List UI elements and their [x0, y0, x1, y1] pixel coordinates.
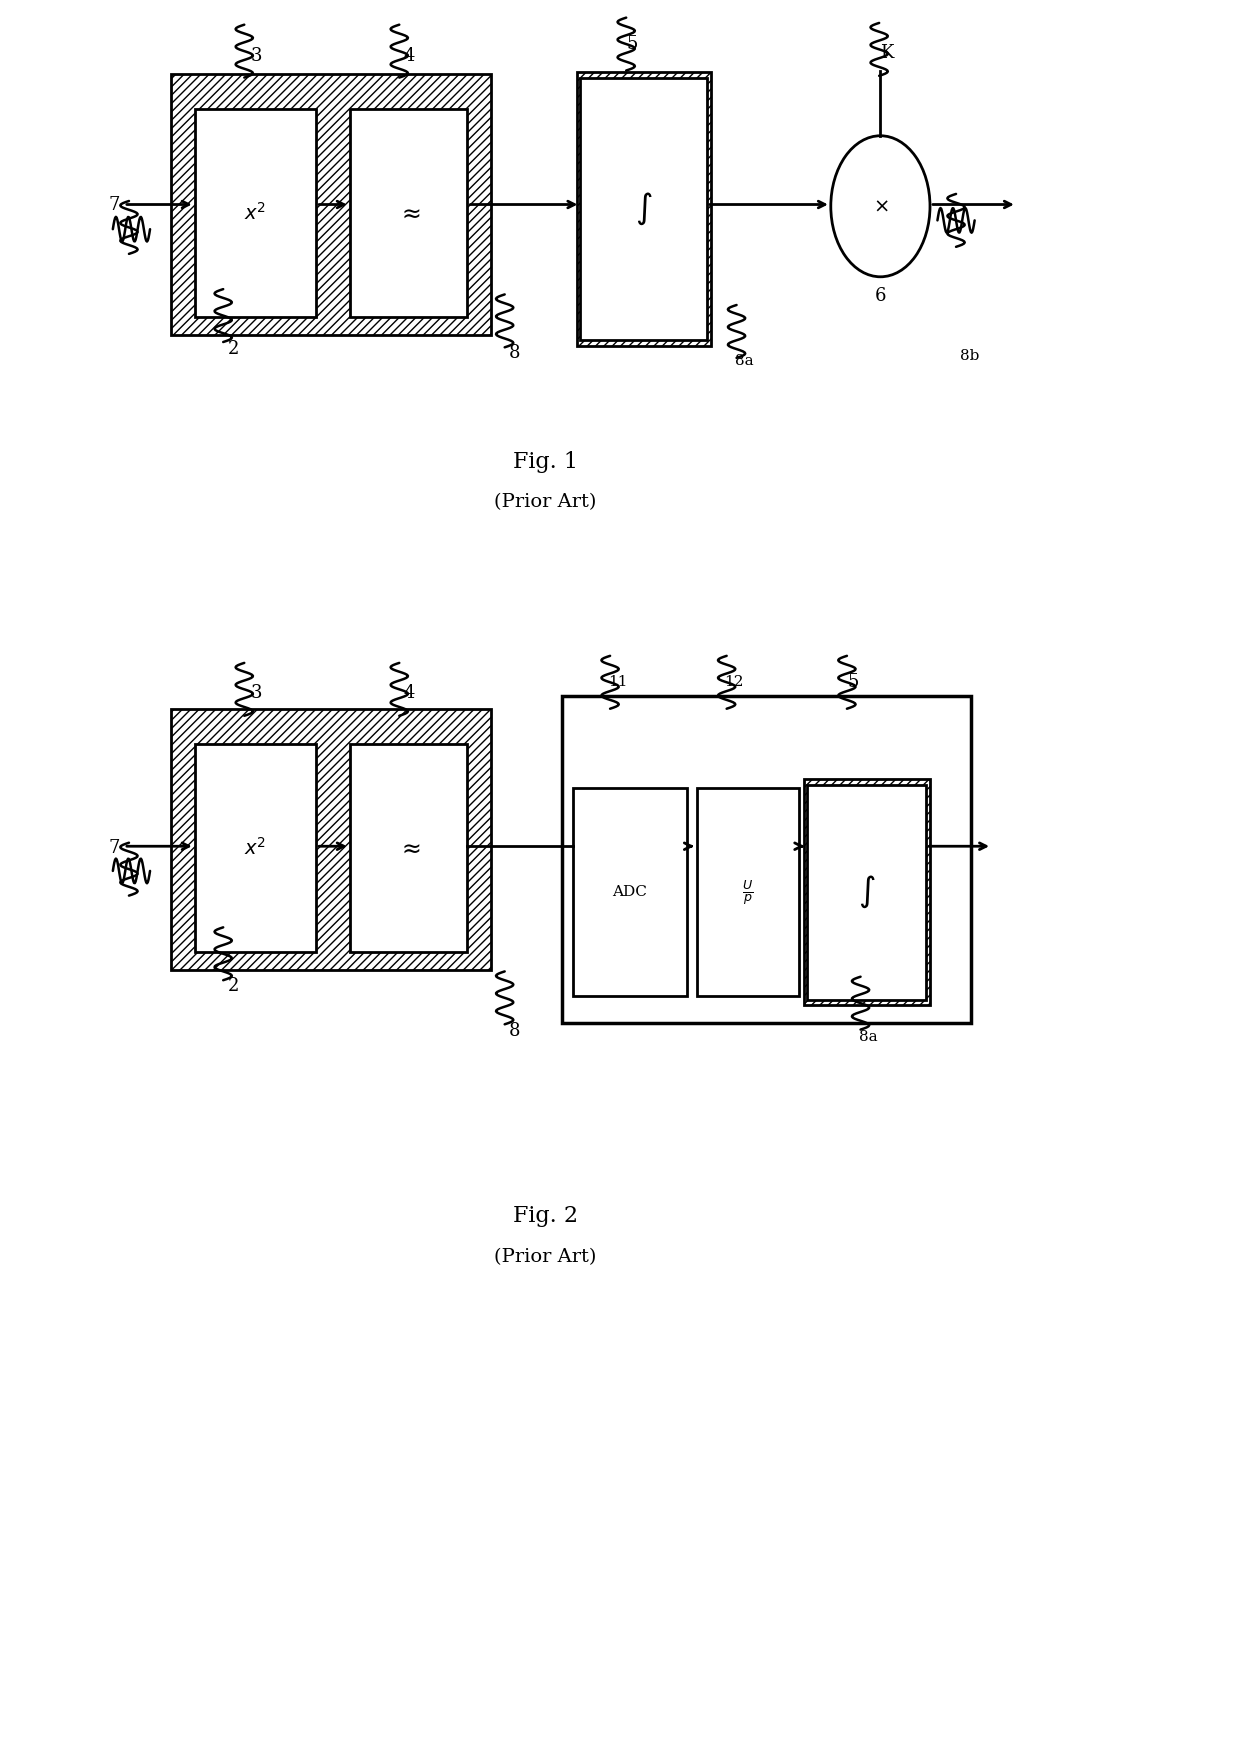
Text: K: K — [880, 44, 893, 62]
Text: $\approx$: $\approx$ — [397, 201, 420, 226]
Text: 7: 7 — [108, 839, 120, 857]
Bar — [350, 744, 467, 952]
Text: $\approx$: $\approx$ — [397, 836, 420, 860]
Text: 2: 2 — [227, 977, 239, 994]
Text: Fig. 2: Fig. 2 — [513, 1206, 578, 1227]
Text: $\int$: $\int$ — [635, 190, 652, 227]
Bar — [195, 744, 316, 952]
Text: Fig. 1: Fig. 1 — [513, 451, 578, 472]
Text: 8: 8 — [508, 1023, 521, 1040]
Text: 3: 3 — [250, 684, 263, 702]
Text: 2: 2 — [227, 340, 239, 358]
Text: 3: 3 — [250, 48, 263, 65]
Text: (Prior Art): (Prior Art) — [495, 494, 596, 511]
Text: $x^2$: $x^2$ — [244, 837, 267, 859]
Text: 4: 4 — [403, 48, 415, 65]
Bar — [562, 696, 971, 1023]
Text: 4: 4 — [403, 684, 415, 702]
Text: ADC: ADC — [613, 885, 647, 899]
Text: 8a: 8a — [734, 354, 754, 368]
Text: $x^2$: $x^2$ — [244, 203, 267, 224]
Bar — [804, 779, 930, 1005]
Text: 8a: 8a — [858, 1030, 878, 1044]
Text: 5: 5 — [626, 35, 639, 53]
Text: $\times$: $\times$ — [873, 197, 888, 215]
Text: 11: 11 — [608, 675, 627, 689]
Text: 7: 7 — [108, 196, 120, 213]
Bar — [171, 74, 491, 335]
Text: 8b: 8b — [960, 349, 980, 363]
Text: (Prior Art): (Prior Art) — [495, 1248, 596, 1266]
Bar — [580, 78, 707, 340]
Text: $\frac{U}{p}$: $\frac{U}{p}$ — [742, 878, 754, 906]
Text: 6: 6 — [874, 287, 887, 305]
Bar — [171, 709, 491, 970]
Text: 8: 8 — [508, 344, 521, 361]
Text: 12: 12 — [724, 675, 744, 689]
Text: 5: 5 — [847, 673, 859, 691]
Bar — [195, 109, 316, 317]
Bar — [697, 788, 799, 996]
Bar — [577, 72, 711, 346]
Bar — [573, 788, 687, 996]
Bar — [350, 109, 467, 317]
Text: $\int$: $\int$ — [858, 874, 875, 910]
Circle shape — [831, 136, 930, 277]
Bar — [807, 785, 926, 1000]
